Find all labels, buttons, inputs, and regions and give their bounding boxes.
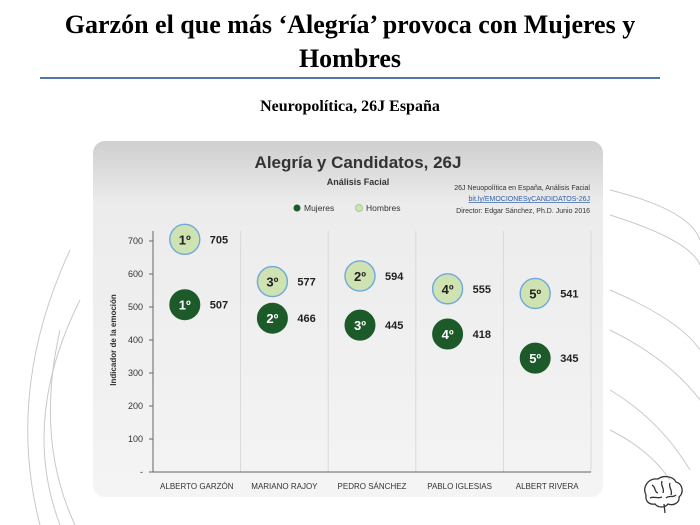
- point-mujeres: [256, 302, 288, 334]
- source-note-line1: 26J Neuopolítica en España, Análisis Fac…: [454, 185, 590, 192]
- y-axis-label: Indicador de la emoción: [109, 294, 118, 386]
- rank-label-hombres: 2º: [354, 269, 366, 284]
- rank-label-hombres: 1º: [179, 232, 191, 247]
- value-label-mujeres: 418: [473, 329, 491, 341]
- y-tick-label: 100: [128, 434, 143, 444]
- chart-grid: [240, 231, 592, 472]
- point-hombres: [519, 277, 551, 310]
- y-tick-label: 500: [128, 302, 143, 312]
- legend-mujeres-marker: [293, 204, 301, 212]
- value-label-mujeres: 345: [560, 353, 578, 365]
- y-tick-label: 700: [128, 236, 143, 246]
- chart-panel: Alegría y Candidatos, 26J Análisis Facia…: [93, 141, 603, 497]
- point-hombres: [256, 265, 289, 298]
- point-hombres: [169, 223, 201, 256]
- chart-title: Alegría y Candidatos, 26J: [255, 153, 462, 172]
- value-label-hombres: 577: [297, 277, 315, 289]
- rank-label-mujeres: 1º: [179, 298, 191, 313]
- y-tick-label: 400: [128, 335, 143, 345]
- y-tick-label: 300: [128, 368, 143, 378]
- rank-label-mujeres: 5º: [529, 351, 541, 366]
- point-hombres: [344, 260, 376, 292]
- rank-label-mujeres: 2º: [266, 311, 278, 326]
- value-label-hombres: 555: [473, 284, 491, 296]
- slide-subtitle: Neuropolítica, 26J España: [260, 98, 440, 115]
- y-tick-labels: - 100 200 300 400 500 600 700: [128, 236, 143, 477]
- value-label-mujeres: 466: [297, 313, 315, 325]
- legend-mujeres-label: Mujeres: [304, 203, 334, 213]
- value-label-hombres: 705: [210, 234, 228, 246]
- point-mujeres: [519, 342, 551, 374]
- x-tick-label: MARIANO RAJOY: [251, 482, 318, 491]
- point-mujeres: [169, 289, 201, 321]
- value-label-mujeres: 445: [385, 320, 403, 332]
- rank-label-hombres: 4º: [442, 282, 454, 297]
- data-points: 1º 507 2º 466 3º 445 4º 418 5º 345 1º 705 3º 577 2º 594…: [169, 223, 579, 374]
- y-tick-label: 600: [128, 269, 143, 279]
- chart-svg: Alegría y Candidatos, 26J Análisis Facia…: [109, 153, 592, 491]
- y-tick-label: -: [140, 467, 143, 477]
- point-mujeres: [432, 318, 464, 350]
- legend-hombres-label: Hombres: [366, 203, 400, 213]
- brain-logo-icon: [644, 475, 683, 514]
- source-link[interactable]: bit.ly/EMOCIONESyCANDIDATOS-26J: [469, 196, 591, 203]
- point-mujeres: [344, 309, 376, 341]
- rank-label-mujeres: 4º: [442, 327, 454, 342]
- x-tick-label: PABLO IGLESIAS: [427, 482, 492, 491]
- legend-hombres-marker: [355, 204, 363, 212]
- y-tick-label: 200: [128, 401, 143, 411]
- x-tick-labels: ALBERTO GARZÓN MARIANO RAJOY PEDRO SÁNCHEZ…: [160, 482, 579, 491]
- rank-label-hombres: 5º: [529, 286, 541, 301]
- slide-title: Garzón el que más ‘Alegría’ provoca con …: [64, 10, 636, 73]
- value-label-hombres: 594: [385, 271, 404, 283]
- x-tick-label: ALBERTO GARZÓN: [160, 482, 234, 491]
- rank-label-hombres: 3º: [266, 275, 278, 290]
- chart-axes: [149, 231, 591, 473]
- chart-legend: Mujeres Hombres: [293, 203, 400, 213]
- x-tick-label: ALBERT RIVERA: [516, 482, 580, 491]
- source-note-line3: Director: Edgar Sánchez, Ph.D. Junio 201…: [456, 208, 590, 215]
- source-note: 26J Neuopolítica en España, Análisis Fac…: [454, 185, 590, 215]
- x-tick-label: PEDRO SÁNCHEZ: [338, 482, 407, 491]
- rank-label-mujeres: 3º: [354, 318, 366, 333]
- chart-subtitle: Análisis Facial: [327, 177, 390, 187]
- point-hombres: [431, 273, 464, 305]
- value-label-hombres: 541: [560, 288, 578, 300]
- value-label-mujeres: 507: [210, 300, 228, 312]
- title-divider: [40, 77, 660, 79]
